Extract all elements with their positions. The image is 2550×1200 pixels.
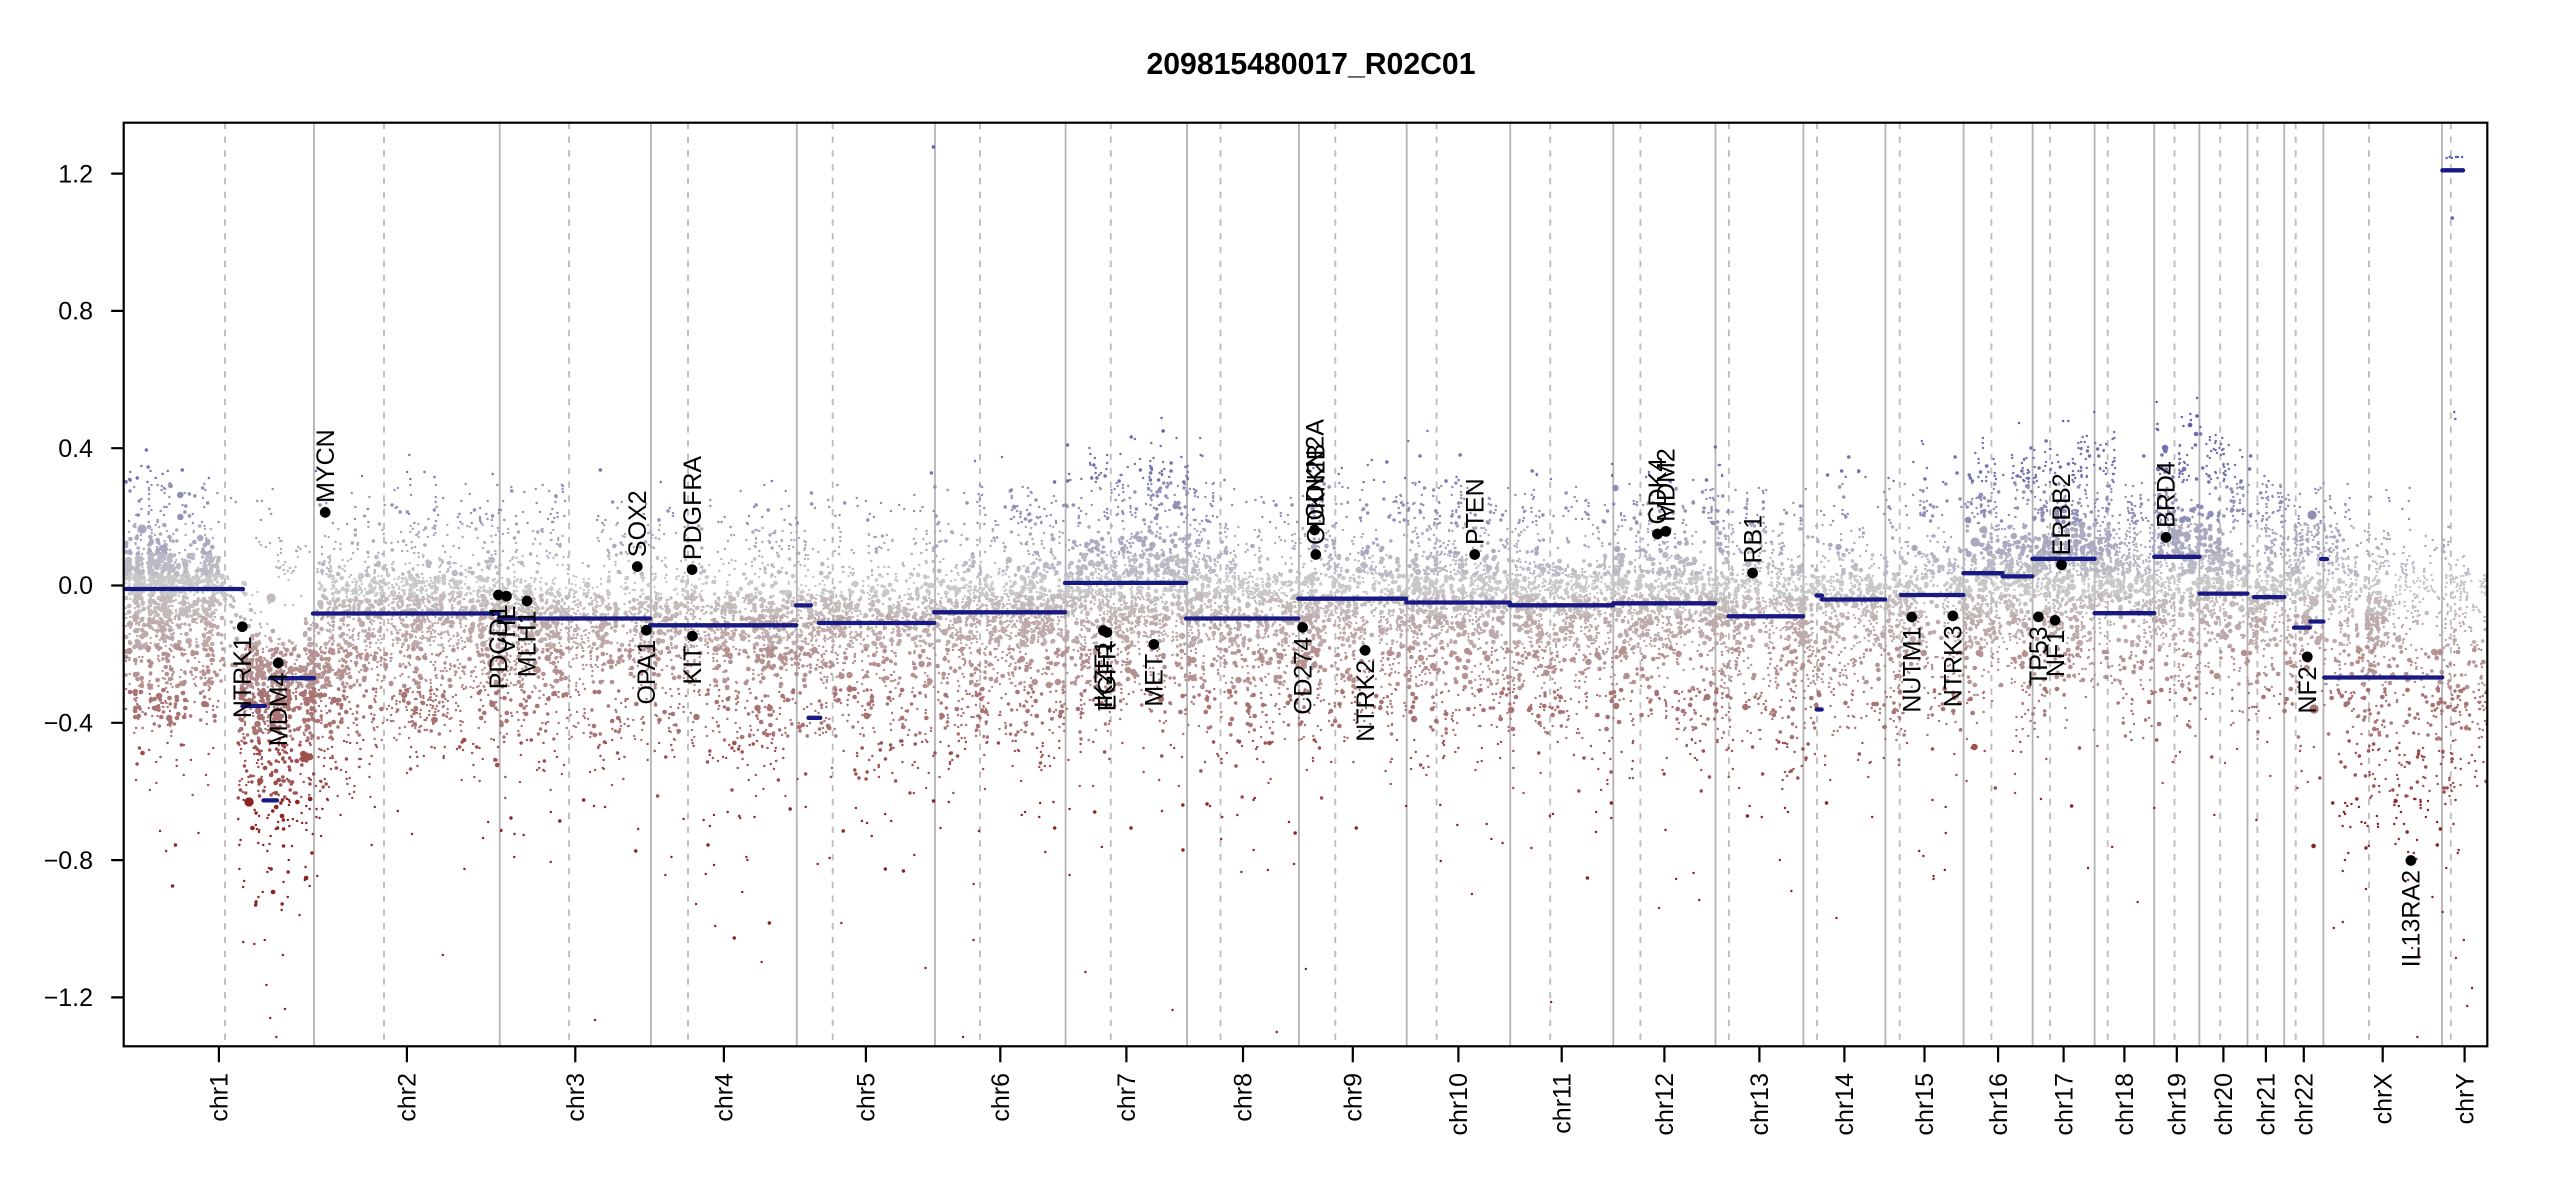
- svg-text:NF2: NF2: [2294, 666, 2322, 713]
- svg-text:BRD4: BRD4: [2153, 461, 2181, 528]
- svg-text:ERBB2: ERBB2: [2048, 473, 2076, 555]
- svg-text:MDM2: MDM2: [1653, 448, 1681, 522]
- svg-text:chr20: chr20: [2210, 1073, 2238, 1136]
- svg-text:IL13RA2: IL13RA2: [2398, 870, 2426, 967]
- svg-text:chr11: chr11: [1548, 1073, 1576, 1134]
- svg-text:MET: MET: [1141, 654, 1169, 707]
- svg-text:chr10: chr10: [1445, 1073, 1473, 1136]
- svg-text:NTRK2: NTRK2: [1352, 660, 1380, 742]
- svg-text:chr13: chr13: [1746, 1073, 1774, 1136]
- svg-text:IKZF1: IKZF1: [1090, 640, 1118, 708]
- svg-text:1.2: 1.2: [58, 160, 93, 188]
- svg-text:−0.4: −0.4: [44, 710, 93, 738]
- svg-text:chr8: chr8: [1230, 1073, 1258, 1122]
- svg-text:OPA1: OPA1: [633, 640, 661, 705]
- svg-text:PTEN: PTEN: [1461, 478, 1489, 545]
- svg-text:0.8: 0.8: [58, 298, 93, 326]
- svg-text:NUTM1: NUTM1: [1898, 627, 1926, 713]
- svg-text:chr18: chr18: [2111, 1073, 2139, 1136]
- svg-text:chr17: chr17: [2050, 1073, 2078, 1136]
- svg-text:chr9: chr9: [1340, 1073, 1368, 1122]
- svg-text:chr19: chr19: [2164, 1073, 2192, 1136]
- svg-text:RB1: RB1: [1739, 515, 1767, 564]
- svg-text:chr21: chr21: [2253, 1073, 2281, 1136]
- svg-text:PDCD1: PDCD1: [485, 605, 513, 690]
- svg-text:−1.2: −1.2: [44, 984, 93, 1012]
- svg-text:209815480017_R02C01: 209815480017_R02C01: [1146, 48, 1475, 81]
- svg-text:0.4: 0.4: [58, 435, 93, 463]
- svg-text:TP53: TP53: [2025, 626, 2053, 686]
- svg-text:chr1: chr1: [206, 1073, 234, 1122]
- svg-text:chr12: chr12: [1651, 1073, 1679, 1136]
- svg-text:NTRK3: NTRK3: [1940, 625, 1968, 707]
- svg-text:0.0: 0.0: [58, 572, 93, 600]
- svg-text:chr7: chr7: [1113, 1073, 1141, 1122]
- svg-text:NF1: NF1: [2042, 630, 2070, 677]
- svg-text:chr5: chr5: [853, 1073, 881, 1122]
- svg-text:chr15: chr15: [1911, 1073, 1939, 1136]
- svg-text:PDGFRA: PDGFRA: [679, 456, 707, 561]
- svg-text:MYCN: MYCN: [312, 429, 340, 503]
- svg-text:chrY: chrY: [2451, 1073, 2479, 1125]
- svg-text:chr22: chr22: [2291, 1073, 2319, 1136]
- svg-text:chr16: chr16: [1985, 1073, 2013, 1136]
- svg-text:chrX: chrX: [2369, 1073, 2397, 1125]
- svg-text:CDK4: CDK4: [1644, 458, 1672, 525]
- svg-text:CDKN2B: CDKN2B: [1303, 444, 1331, 545]
- svg-text:chr4: chr4: [711, 1073, 739, 1122]
- svg-text:chr6: chr6: [987, 1073, 1015, 1122]
- svg-text:MDM4: MDM4: [265, 672, 293, 746]
- svg-text:MLH1: MLH1: [514, 611, 542, 678]
- svg-text:CDKN2A: CDKN2A: [1301, 419, 1329, 521]
- svg-text:EGFR: EGFR: [1094, 642, 1122, 711]
- svg-text:NTRK1: NTRK1: [229, 636, 257, 718]
- svg-text:−0.8: −0.8: [44, 847, 93, 875]
- svg-text:VHL: VHL: [493, 606, 521, 655]
- svg-text:chr2: chr2: [394, 1073, 422, 1122]
- svg-text:KIT: KIT: [679, 646, 707, 685]
- svg-text:chr3: chr3: [562, 1073, 590, 1122]
- svg-text:SOX2: SOX2: [624, 490, 652, 557]
- svg-text:chr14: chr14: [1831, 1073, 1859, 1136]
- svg-text:CD274: CD274: [1289, 637, 1317, 715]
